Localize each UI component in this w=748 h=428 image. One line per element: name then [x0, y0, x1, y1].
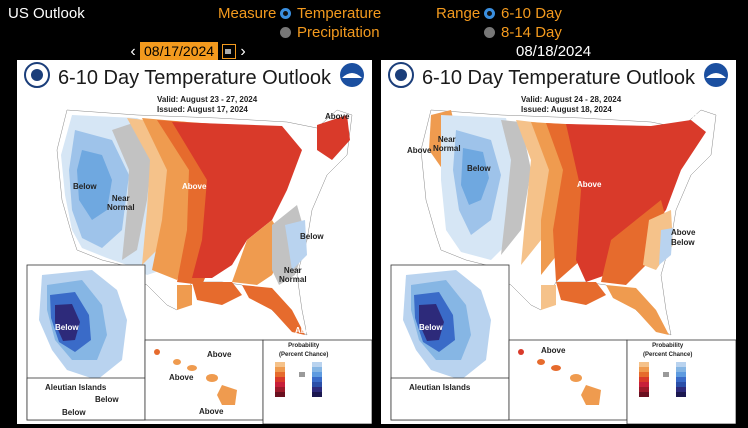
hawaii-inset — [508, 339, 628, 421]
region-label: Near Normal — [279, 266, 307, 284]
conus-map — [56, 109, 353, 336]
region-label: Below — [55, 323, 79, 332]
legend-title: Probability (Percent Chance) — [279, 343, 329, 358]
region-label: Above — [182, 182, 207, 191]
second-date-label: 08/18/2024 — [516, 43, 592, 60]
region-label: Near Normal — [433, 135, 461, 153]
map-dates: Valid: August 24 - 28, 2024 Issued: Augu… — [521, 95, 621, 115]
region-label: Below — [419, 323, 443, 332]
map-title: 6-10 Day Temperature Outlook — [57, 67, 332, 89]
option-label: 8-14 Day — [501, 24, 562, 41]
region-label: Above — [325, 112, 350, 121]
region-label: Below — [62, 408, 86, 417]
radio-unselected-icon — [280, 27, 291, 38]
region-label: Above — [407, 146, 432, 155]
inset-label: Aleutian Islands — [409, 383, 471, 392]
inset-label: Aleutian Islands — [45, 383, 107, 392]
legend-swatches — [639, 362, 686, 397]
radio-selected-icon — [484, 8, 495, 19]
prev-date-button[interactable]: ‹ — [130, 42, 136, 60]
outlook-map-2 — [388, 62, 736, 424]
hawaii-map — [154, 349, 237, 405]
valid-dates: Valid: August 23 - 27, 2024 — [157, 95, 258, 104]
range-option-6-10-day[interactable]: 6-10 Day — [484, 5, 562, 22]
region-label: Above — [169, 373, 194, 382]
region-label: Below — [73, 182, 97, 191]
alaska-map — [403, 270, 491, 380]
range-option-8-14-day[interactable]: 8-14 Day — [484, 24, 562, 41]
date-input[interactable]: 08/17/2024 — [140, 42, 219, 61]
measure-label: Measure — [218, 5, 277, 22]
app-title: US Outlook — [8, 5, 85, 22]
option-label: Temperature — [297, 5, 382, 22]
legend-title: Probability (Percent Chance) — [643, 343, 693, 358]
region-label: Above — [689, 112, 714, 121]
option-label: 6-10 Day — [501, 5, 562, 22]
region-label: Above — [671, 228, 696, 237]
alaska-map — [39, 270, 127, 380]
option-label: Precipitation — [297, 24, 380, 41]
region-label: Above — [199, 407, 224, 416]
region-label: Above — [577, 180, 602, 189]
outlook-map-panel-2: 6-10 Day Temperature Outlook Valid: Augu… — [381, 60, 736, 424]
map-dates: Valid: August 23 - 27, 2024 Issued: Augu… — [157, 95, 257, 115]
aleutian-inset — [390, 377, 510, 421]
valid-dates: Valid: August 24 - 28, 2024 — [521, 95, 622, 104]
radio-unselected-icon — [484, 27, 495, 38]
next-date-button[interactable]: › — [240, 42, 246, 60]
toolbar: US Outlook Measure Temperature Precipita… — [0, 0, 748, 61]
hawaii-inset — [144, 339, 264, 421]
measure-option-precipitation[interactable]: Precipitation — [280, 24, 380, 41]
outlook-map-panel-1: 6-10 Day Temperature Outlook Valid: Augu… — [17, 60, 372, 424]
outlook-map-1 — [24, 62, 372, 424]
date-navigator: ‹ 08/17/2024 › — [128, 42, 248, 61]
region-label: Above — [207, 350, 232, 359]
conus-map — [420, 109, 717, 336]
region-label: Below — [95, 395, 119, 404]
region-label: Below — [300, 232, 324, 241]
region-label: Above — [295, 326, 320, 335]
region-label: Above — [541, 346, 566, 355]
legend-swatches — [275, 362, 322, 397]
issued-date: Issued: August 17, 2024 — [157, 105, 248, 114]
map-title: 6-10 Day Temperature Outlook — [421, 67, 696, 89]
region-label: Below — [467, 164, 491, 173]
region-label: Below — [671, 238, 695, 247]
hawaii-map — [518, 349, 601, 405]
range-label: Range — [436, 5, 481, 22]
issued-date: Issued: August 18, 2024 — [521, 105, 612, 114]
radio-selected-icon — [280, 8, 291, 19]
region-label: Near Normal — [107, 194, 135, 212]
measure-option-temperature[interactable]: Temperature — [280, 5, 381, 22]
calendar-icon[interactable] — [222, 44, 237, 59]
